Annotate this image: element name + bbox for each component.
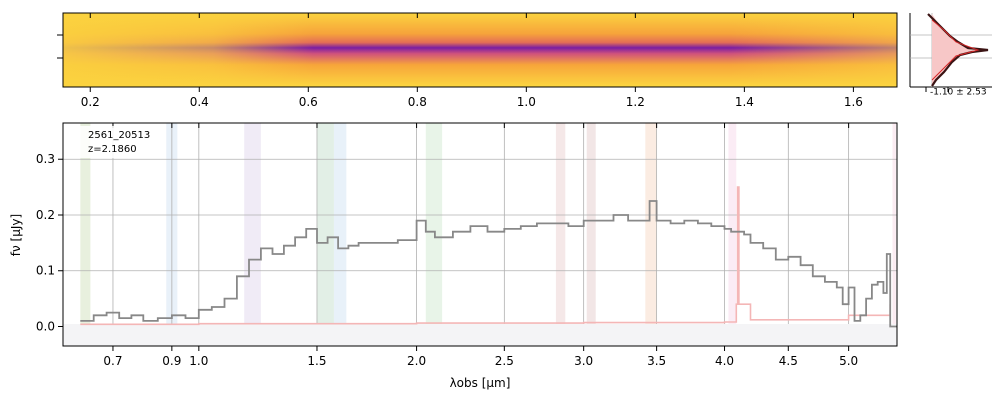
filter-band (645, 123, 657, 346)
redshift-label: z=2.1860 (88, 144, 137, 155)
plot-frame (62, 122, 898, 347)
heatmap-x-tick-label: 1.2 (626, 95, 645, 109)
filter-band (80, 123, 91, 346)
profile-label: -1.10 ± 2.53 (930, 88, 987, 98)
filter-bands (80, 123, 896, 346)
heatmap-fade (63, 13, 897, 87)
x-axis-label: λobs [μm] (450, 376, 511, 390)
x-tick-label: 3.0 (574, 354, 593, 368)
object-id-label: 2561_20513 (88, 130, 150, 141)
x-axis: 0.7 0.9 1.0 1.5 2.0 2.5 3.0 3.5 4.0 4.5 5.0 (103, 123, 858, 368)
profile-panel: -1.10 ± 2.53 (909, 13, 992, 98)
x-tick-label: 4.0 (715, 354, 734, 368)
profile-model (931, 19, 980, 81)
heatmap-x-tick-label: 0.2 (81, 95, 100, 109)
filter-band (586, 123, 596, 346)
flux-line (80, 200, 897, 328)
zero-band (63, 324, 897, 346)
x-tick-label: 2.0 (407, 354, 426, 368)
2d-spectrum-panel: 0.2 0.4 0.6 0.8 1.0 1.2 1.4 1.6 (57, 12, 898, 109)
heatmap-frame (62, 12, 898, 88)
x-tick-label: 0.7 (103, 354, 122, 368)
legend-box (80, 126, 162, 158)
heatmap-x-tick-label: 1.4 (735, 95, 754, 109)
profile-fill (932, 14, 976, 86)
heatmap-x-tick-label: 0.4 (190, 95, 209, 109)
heatmap-x-tick-label: 0.8 (408, 95, 427, 109)
1d-spectrum-panel: 0.7 0.9 1.0 1.5 2.0 2.5 3.0 3.5 4.0 4.5 5.0 0.0 0.1… (9, 122, 898, 390)
x-tick-label: 0.9 (162, 354, 181, 368)
x-tick-label: 5.0 (839, 354, 858, 368)
x-tick-label: 4.5 (779, 354, 798, 368)
filter-band (333, 123, 347, 346)
x-tick-label: 3.5 (647, 354, 666, 368)
heatmap-x-tick-label: 1.0 (517, 95, 536, 109)
filter-band (892, 123, 896, 346)
heatmap-x-axis: 0.2 0.4 0.6 0.8 1.0 1.2 1.4 1.6 (81, 13, 863, 109)
y-tick-label: 0.3 (36, 152, 55, 166)
filter-band (316, 123, 334, 346)
y-axis-label: fν [μJy] (9, 214, 23, 256)
heatmap-x-tick-label: 1.6 (844, 95, 863, 109)
filter-band (728, 123, 737, 346)
filter-band (244, 123, 261, 346)
y-axis: 0.0 0.1 0.2 0.3 (36, 152, 63, 333)
y-tick-label: 0.1 (36, 264, 55, 278)
heatmap-x-tick-label: 0.6 (299, 95, 318, 109)
y-tick-label: 0.0 (36, 319, 55, 333)
y-tick-label: 0.2 (36, 208, 55, 222)
filter-band (425, 123, 443, 346)
model-line (80, 186, 891, 326)
filter-band (555, 123, 566, 346)
x-tick-label: 1.5 (307, 354, 326, 368)
x-tick-label: 1.0 (189, 354, 208, 368)
x-tick-label: 2.5 (495, 354, 514, 368)
grid-lines (63, 123, 897, 346)
